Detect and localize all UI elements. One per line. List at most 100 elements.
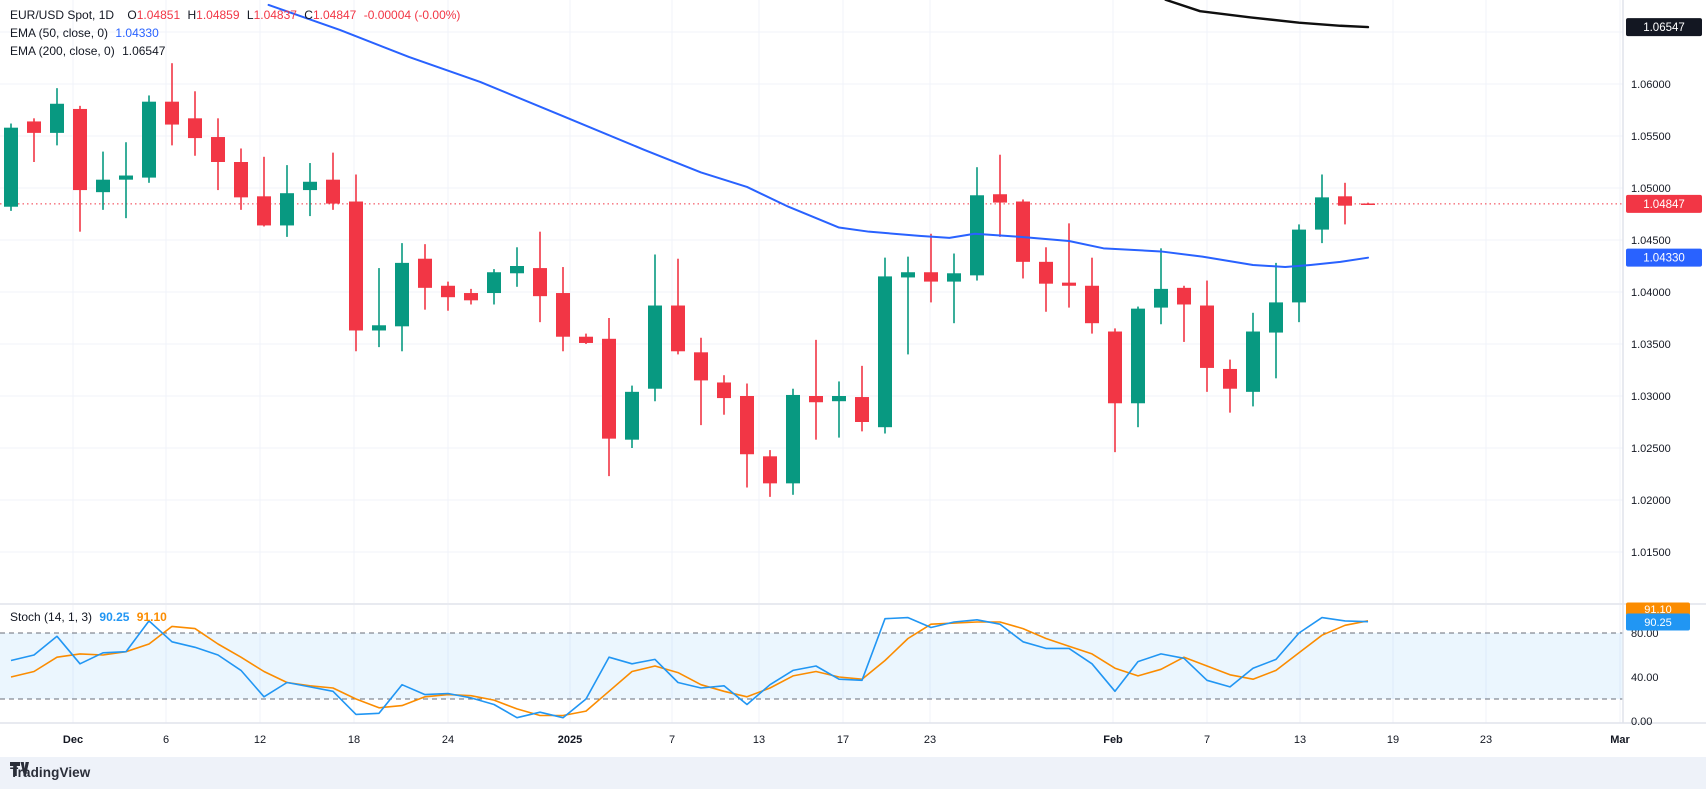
price-badge-label: 1.04330 xyxy=(1643,253,1685,265)
ema50-legend-row[interactable]: EMA (50, close, 0) 1.04330 xyxy=(10,24,460,42)
candle-body xyxy=(119,175,133,180)
ema50-label: EMA (50, close, 0) xyxy=(10,26,109,40)
candle-body xyxy=(1131,308,1145,404)
candle-body xyxy=(441,285,455,298)
time-tick-label: 7 xyxy=(1204,734,1210,746)
candle-body xyxy=(464,293,478,301)
candle-body xyxy=(1177,287,1191,305)
candle-body xyxy=(602,338,616,439)
price-tick-label: 1.04500 xyxy=(1631,235,1671,247)
price-tick-label: 1.03000 xyxy=(1631,391,1671,403)
candle-body xyxy=(1154,288,1168,308)
candle-body xyxy=(96,179,110,193)
stoch-legend[interactable]: Stoch (14, 1, 3) 90.25 91.10 xyxy=(10,608,167,626)
candle-body xyxy=(671,305,685,352)
candle-body xyxy=(1016,201,1030,262)
ema200-label: EMA (200, close, 0) xyxy=(10,44,115,58)
symbol-legend[interactable]: EUR/USD Spot, 1D O1.04851 H1.04859 L1.04… xyxy=(10,6,460,60)
candle-body xyxy=(487,272,501,294)
candle-body xyxy=(832,396,846,402)
candle-body xyxy=(1108,331,1122,404)
candle-body xyxy=(533,268,547,297)
candle-body xyxy=(878,276,892,428)
ema200-legend-row[interactable]: EMA (200, close, 0) 1.06547 xyxy=(10,42,460,60)
stoch-tick-label: 40.00 xyxy=(1631,672,1659,684)
candle-body xyxy=(50,103,64,133)
candle-body xyxy=(947,273,961,282)
candle-body xyxy=(740,396,754,455)
candle-body xyxy=(1246,331,1260,392)
candle-body xyxy=(717,382,731,399)
price-badge xyxy=(1626,194,1702,213)
price-tick-label: 1.01500 xyxy=(1631,547,1671,559)
candle-body xyxy=(1085,285,1099,324)
time-tick-label: 6 xyxy=(163,734,169,746)
candle-body xyxy=(924,272,938,282)
candle-body xyxy=(809,396,823,403)
price-tick-label: 1.05500 xyxy=(1631,131,1671,143)
stoch-badge xyxy=(1626,613,1690,631)
ema50-line xyxy=(267,3,1369,269)
candle-body xyxy=(970,195,984,276)
time-tick-label: 7 xyxy=(669,734,675,746)
ohlc-open-value: 1.04851 xyxy=(136,8,181,22)
stoch-badge-label: 91.10 xyxy=(1644,604,1672,616)
tradingview-logo-text: TradingView xyxy=(10,764,91,780)
ohlc-open-label: O xyxy=(127,8,137,22)
ohlc-low-value: 1.04837 xyxy=(253,8,297,22)
stoch-label: Stoch (14, 1, 3) xyxy=(10,610,93,624)
time-tick-label: 12 xyxy=(254,734,266,746)
stoch-tick-label: 0.00 xyxy=(1631,716,1652,728)
tradingview-logo-icon xyxy=(10,762,29,776)
candle-body xyxy=(165,101,179,125)
candle-body xyxy=(579,336,593,343)
price-tick-label: 1.04000 xyxy=(1631,287,1671,299)
candle-body xyxy=(556,293,570,337)
candle-body xyxy=(763,456,777,484)
candle-body xyxy=(1315,197,1329,230)
time-tick-label: 18 xyxy=(348,734,360,746)
bottom-margin-strip xyxy=(0,757,1706,789)
time-tick-label: 13 xyxy=(1294,734,1306,746)
candle-body xyxy=(694,352,708,381)
time-tick-label: Feb xyxy=(1103,734,1123,746)
price-tick-label: 1.03500 xyxy=(1631,339,1671,351)
candle-body xyxy=(855,397,869,422)
candle-body xyxy=(1039,261,1053,284)
time-tick-label: 13 xyxy=(753,734,765,746)
stoch-d-line xyxy=(10,620,1369,717)
candle-body xyxy=(1223,368,1237,389)
stoch-badge-label: 90.25 xyxy=(1644,617,1672,629)
time-tick-label: 23 xyxy=(1480,734,1492,746)
tradingview-logo[interactable]: TradingView xyxy=(10,762,90,782)
time-tick-label: 24 xyxy=(442,734,454,746)
ohlc-high-value: 1.04859 xyxy=(196,8,240,22)
candle-body xyxy=(4,127,18,207)
candle-body xyxy=(786,394,800,484)
candle-body xyxy=(1338,196,1352,206)
symbol-legend-row: EUR/USD Spot, 1D O1.04851 H1.04859 L1.04… xyxy=(10,6,460,24)
candle-body xyxy=(188,118,202,139)
candle-body xyxy=(73,108,87,191)
candle-body xyxy=(349,201,363,331)
time-tick-label: Mar xyxy=(1610,734,1630,746)
price-badge-label: 1.04847 xyxy=(1643,199,1685,211)
time-tick-label: 2025 xyxy=(558,734,582,746)
candle-body xyxy=(211,137,225,162)
stoch-badge xyxy=(1626,602,1690,616)
candle-body xyxy=(1269,302,1283,333)
ema200-value: 1.06547 xyxy=(122,44,166,58)
ema50-value: 1.04330 xyxy=(115,26,159,40)
price-badge-label: 1.06547 xyxy=(1643,22,1685,34)
candle-body xyxy=(303,181,317,191)
price-badge xyxy=(1626,248,1702,267)
change-value: -0.00004 (-0.00%) xyxy=(363,8,461,22)
candle-body xyxy=(1200,305,1214,368)
price-tick-label: 1.02000 xyxy=(1631,495,1671,507)
stoch-d-value: 91.10 xyxy=(136,610,167,624)
candle-body xyxy=(901,272,915,278)
ema200-line xyxy=(1164,0,1370,29)
candle-body xyxy=(257,196,271,226)
